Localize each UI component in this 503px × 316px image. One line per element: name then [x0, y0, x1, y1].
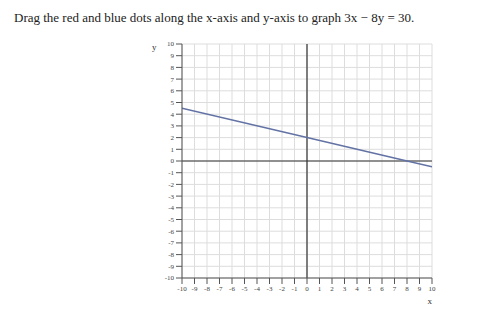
svg-text:0: 0 [171, 157, 175, 165]
svg-text:2: 2 [330, 285, 334, 293]
svg-text:9: 9 [171, 52, 175, 60]
svg-text:y: y [152, 42, 157, 52]
svg-text:-5: -5 [242, 285, 248, 293]
svg-text:-10: -10 [165, 274, 175, 282]
html-text:Drag the red and blue dots alo: Drag the red and blue dots along the x-a… [14, 10, 415, 25]
svg-text:-7: -7 [217, 285, 223, 293]
svg-text:2: 2 [171, 134, 175, 142]
svg-text:-10: -10 [177, 285, 187, 293]
svg-text:-1: -1 [168, 169, 174, 177]
svg-text:9: 9 [418, 285, 422, 293]
svg-text:-2: -2 [279, 285, 285, 293]
svg-text:8: 8 [405, 285, 409, 293]
svg-text:-8: -8 [168, 251, 174, 259]
svg-text:3: 3 [343, 285, 347, 293]
svg-text:7: 7 [171, 76, 175, 84]
svg-text:8: 8 [171, 64, 175, 72]
svg-text:3: 3 [171, 122, 175, 130]
svg-text:x: x [428, 296, 433, 306]
svg-text:-9: -9 [192, 285, 198, 293]
svg-text:5: 5 [171, 99, 175, 107]
svg-text:1: 1 [171, 146, 175, 154]
svg-text:10: 10 [167, 40, 175, 48]
svg-text:-6: -6 [229, 285, 235, 293]
svg-text:-3: -3 [267, 285, 273, 293]
svg-text:-4: -4 [254, 285, 260, 293]
svg-text:-2: -2 [168, 181, 174, 189]
svg-text:-5: -5 [168, 216, 174, 224]
svg-text:0: 0 [305, 285, 309, 293]
svg-text:-1: -1 [292, 285, 298, 293]
svg-text:-3: -3 [168, 193, 174, 201]
svg-text:-9: -9 [168, 263, 174, 271]
svg-text:-6: -6 [168, 228, 174, 236]
svg-text:5: 5 [368, 285, 372, 293]
svg-text:10: 10 [429, 285, 437, 293]
svg-text:-7: -7 [168, 239, 174, 247]
svg-text:7: 7 [393, 285, 397, 293]
svg-text:6: 6 [171, 87, 175, 95]
svg-text:4: 4 [355, 285, 359, 293]
svg-text:-4: -4 [168, 204, 174, 212]
svg-text:6: 6 [380, 285, 384, 293]
svg-text:1: 1 [318, 285, 322, 293]
svg-text:4: 4 [171, 111, 175, 119]
svg-text:-8: -8 [204, 285, 210, 293]
